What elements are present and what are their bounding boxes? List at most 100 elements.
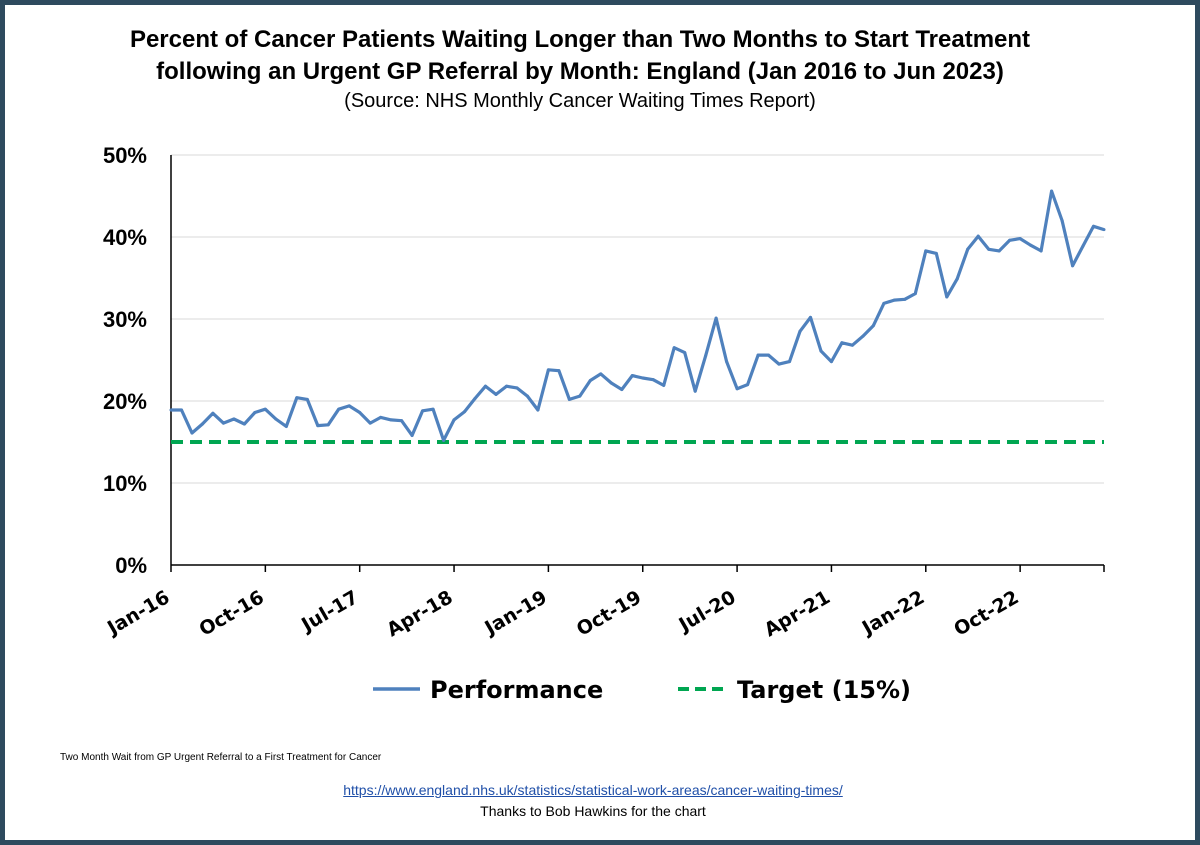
performance-point (326, 423, 330, 427)
performance-point (903, 297, 907, 301)
performance-point (767, 353, 771, 357)
performance-point (1071, 264, 1075, 268)
performance-point (788, 360, 792, 364)
performance-point (1060, 219, 1064, 223)
performance-point (746, 383, 750, 387)
x-tick-label: Jul-20 (674, 586, 740, 637)
performance-point (987, 247, 991, 251)
performance-point (358, 410, 362, 414)
performance-point (693, 389, 697, 393)
performance-point (819, 349, 823, 353)
performance-point (924, 249, 928, 253)
performance-point (200, 422, 204, 426)
performance-point (798, 329, 802, 333)
performance-point (242, 422, 246, 426)
performance-point (567, 397, 571, 401)
performance-point (379, 415, 383, 419)
performance-point (263, 407, 267, 411)
performance-point (546, 368, 550, 372)
performance-point (735, 387, 739, 391)
legend-performance-label: Performance (430, 676, 603, 704)
y-tick-label: 30% (103, 307, 147, 332)
performance-point (536, 408, 540, 412)
performance-point (504, 384, 508, 388)
performance-point (892, 298, 896, 302)
performance-point (221, 421, 225, 425)
performance-point (253, 410, 257, 414)
performance-point (337, 407, 341, 411)
credit-text: Thanks to Bob Hawkins for the chart (480, 803, 706, 819)
performance-point (808, 315, 812, 319)
performance-point (620, 388, 624, 392)
performance-point (976, 234, 980, 238)
performance-point (473, 397, 477, 401)
x-tick-label: Jan-19 (479, 586, 550, 640)
performance-point (882, 301, 886, 305)
performance-point (871, 324, 875, 328)
chart-subtitle: (Source: NHS Monthly Cancer Waiting Time… (344, 90, 816, 112)
performance-point (190, 431, 194, 435)
chart-title: Percent of Cancer Patients Waiting Longe… (129, 26, 1031, 53)
performance-point (400, 419, 404, 423)
performance-point (169, 408, 173, 412)
performance-point (463, 410, 467, 414)
performance-point (662, 383, 666, 387)
performance-point (641, 376, 645, 380)
performance-point (840, 341, 844, 345)
performance-point (609, 381, 613, 385)
x-tick-label: Jul-17 (296, 586, 362, 637)
x-tick-label: Oct-19 (573, 586, 645, 640)
y-tick-label: 0% (115, 553, 147, 578)
performance-point (704, 354, 708, 358)
performance-point (483, 384, 487, 388)
x-tick-label: Apr-21 (761, 586, 834, 641)
performance-point (725, 360, 729, 364)
performance-point (630, 374, 634, 378)
performance-point (232, 417, 236, 421)
performance-point (683, 351, 687, 355)
performance-point (316, 424, 320, 428)
performance-point (850, 343, 854, 347)
y-tick-label: 20% (103, 389, 147, 414)
x-tick-label: Oct-22 (950, 586, 1022, 640)
performance-point (494, 392, 498, 396)
x-tick-label: Oct-16 (196, 586, 268, 640)
performance-point (945, 295, 949, 299)
performance-line (171, 189, 1105, 442)
performance-point (305, 397, 309, 401)
performance-point (421, 409, 425, 413)
legend-target-label: Target (15%) (737, 676, 911, 704)
performance-point (1092, 224, 1096, 228)
performance-point (651, 378, 655, 382)
performance-point (578, 394, 582, 398)
performance-point (1081, 244, 1085, 248)
performance-point (368, 421, 372, 425)
performance-point (1008, 238, 1012, 242)
performance-point (714, 316, 718, 320)
y-tick-label: 50% (103, 143, 147, 168)
performance-point (966, 247, 970, 251)
performance-point (672, 346, 676, 350)
performance-point (274, 417, 278, 421)
performance-point (1029, 243, 1033, 247)
performance-point (997, 249, 1001, 253)
performance-point (557, 369, 561, 373)
performance-point (829, 360, 833, 364)
performance-point (452, 418, 456, 422)
performance-point (389, 418, 393, 422)
x-tick-label: Apr-18 (383, 586, 456, 641)
performance-point (515, 386, 519, 390)
source-link[interactable]: https://www.england.nhs.uk/statistics/st… (343, 782, 843, 798)
x-tick-label: Jan-16 (102, 586, 173, 640)
performance-point (777, 362, 781, 366)
performance-point (284, 424, 288, 428)
x-tick-label: Jan-22 (857, 586, 928, 640)
performance-point (295, 396, 299, 400)
performance-point (525, 394, 529, 398)
performance-point (1102, 228, 1106, 232)
performance-point (588, 379, 592, 382)
footnote: Two Month Wait from GP Urgent Referral t… (60, 752, 382, 763)
performance-point (1018, 237, 1022, 241)
performance-point (934, 251, 938, 255)
performance-point (756, 353, 760, 357)
